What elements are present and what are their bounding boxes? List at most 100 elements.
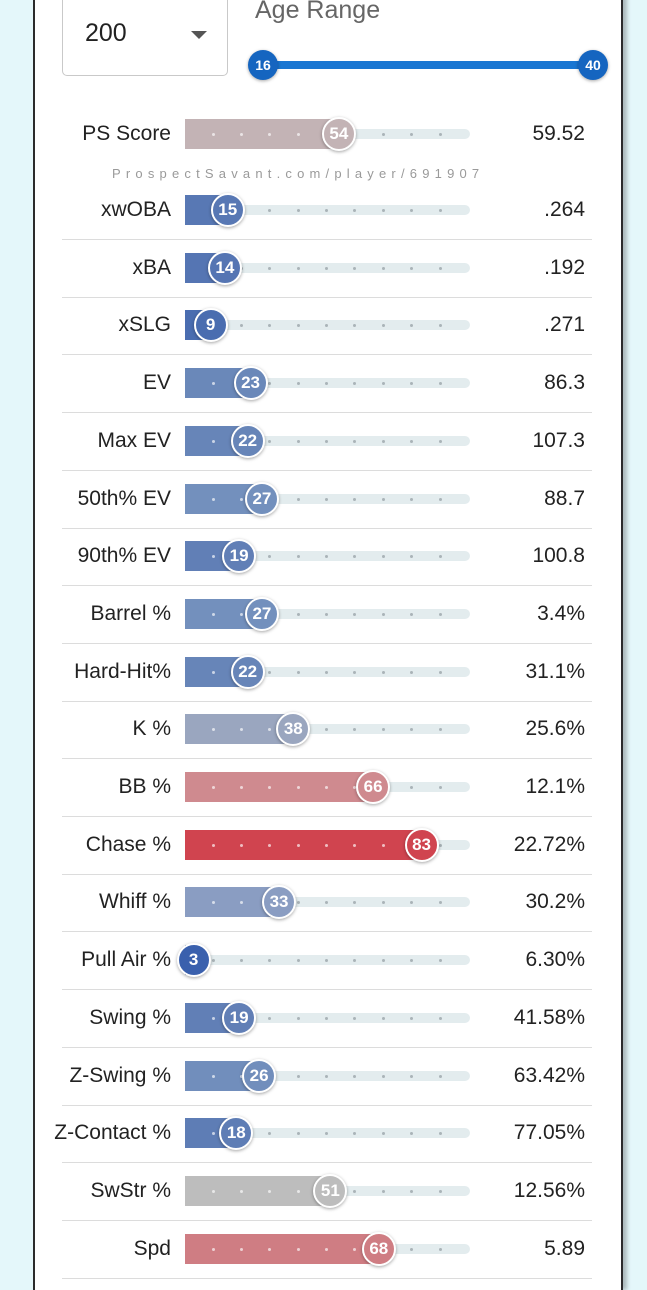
- percentile-circle[interactable]: 9: [193, 308, 228, 343]
- metric-value: 12.1%: [525, 775, 585, 798]
- metric-label: Z-Swing %: [69, 1063, 171, 1087]
- bar-tick-dot: [240, 901, 243, 905]
- row-divider: [62, 1277, 592, 1279]
- bar-tick-dot: [240, 1189, 243, 1193]
- bar-tick-dot: [268, 133, 271, 136]
- percentile-circle[interactable]: 33: [262, 885, 297, 920]
- percentile-circle[interactable]: 51: [313, 1173, 348, 1208]
- metric-label: Swing %: [89, 1005, 171, 1029]
- metric-value: 3.4%: [537, 601, 585, 625]
- percentile-circle[interactable]: 19: [222, 539, 257, 574]
- percentile-bar-fill: [185, 1175, 331, 1206]
- chevron-down-icon[interactable]: [191, 31, 207, 39]
- metric-label: xwOBA: [100, 198, 171, 221]
- player-card: [33, 0, 623, 1290]
- bar-tick-dot: [212, 1016, 215, 1020]
- percentile-circle[interactable]: 27: [244, 481, 279, 516]
- metric-label: BB %: [118, 775, 171, 798]
- row-divider: [62, 931, 592, 933]
- bar-tick-dot: [325, 209, 328, 212]
- bar-tick-dot: [325, 324, 328, 328]
- min-pa-select[interactable]: 200: [62, 0, 228, 76]
- percentile-circle[interactable]: 54: [321, 117, 356, 151]
- percentile-bar-fill: [185, 829, 422, 860]
- bar-tick-dot: [410, 1016, 413, 1020]
- row-divider: [62, 354, 592, 356]
- metric-value: 41.58%: [513, 1005, 585, 1029]
- metric-label: EV: [142, 371, 171, 395]
- bar-tick-dot: [325, 497, 328, 501]
- percentile-bar-fill: [185, 714, 294, 745]
- bar-tick-dot: [353, 382, 356, 386]
- percentile-circle[interactable]: 38: [276, 712, 311, 747]
- bar-tick-dot: [212, 133, 215, 136]
- row-divider: [62, 469, 592, 471]
- bar-tick-dot: [268, 959, 271, 963]
- percentile-circle[interactable]: 68: [361, 1231, 396, 1266]
- metric-label: Spd: [133, 1236, 171, 1260]
- percentile-circle[interactable]: 27: [244, 596, 279, 631]
- bar-tick-dot: [212, 1247, 215, 1251]
- metric-value: 88.7: [544, 486, 585, 510]
- metric-value: 107.3: [532, 428, 585, 452]
- percentile-circle[interactable]: 22: [230, 654, 265, 689]
- bar-tick-dot: [297, 612, 300, 616]
- bar-tick-dot: [297, 1247, 300, 1251]
- bar-tick-dot: [439, 324, 442, 328]
- bar-tick-dot: [268, 728, 271, 732]
- metric-label: xBA: [132, 255, 171, 279]
- percentile-circle[interactable]: 23: [233, 366, 268, 401]
- metric-value: 6.30%: [525, 948, 585, 972]
- bar-tick-dot: [325, 439, 328, 443]
- bar-tick-dot: [410, 497, 413, 501]
- bar-tick-dot: [353, 843, 356, 847]
- row-divider: [62, 527, 592, 529]
- bar-tick-dot: [297, 1132, 300, 1136]
- bar-tick-dot: [382, 959, 385, 963]
- metric-value: 22.72%: [513, 832, 585, 856]
- bar-tick-dot: [410, 1074, 413, 1078]
- bar-tick-dot: [240, 133, 243, 136]
- age-range-max-thumb[interactable]: 40: [578, 50, 608, 80]
- bar-tick-dot: [410, 266, 413, 270]
- row-divider: [62, 239, 592, 240]
- bar-tick-dot: [240, 786, 243, 789]
- row-divider: [62, 585, 592, 587]
- bar-tick-dot: [212, 670, 215, 674]
- age-range-min-thumb[interactable]: 16: [248, 50, 278, 80]
- bar-tick-dot: [410, 1132, 413, 1136]
- percentile-circle[interactable]: 66: [356, 770, 391, 804]
- row-divider: [62, 296, 592, 298]
- metric-value: 59.52: [532, 122, 585, 145]
- bar-tick-dot: [382, 612, 385, 616]
- metric-value: 12.56%: [513, 1178, 585, 1202]
- bar-tick-dot: [382, 728, 385, 732]
- bar-tick-dot: [297, 497, 300, 501]
- bar-tick-dot: [297, 843, 300, 847]
- percentile-circle[interactable]: 15: [210, 193, 245, 227]
- percentile-circle[interactable]: 3: [176, 943, 211, 978]
- metric-label: Max EV: [97, 428, 171, 452]
- metric-value: 100.8: [532, 544, 585, 568]
- bar-tick-dot: [353, 901, 356, 905]
- bar-tick-dot: [240, 843, 243, 847]
- percentile-circle[interactable]: 22: [230, 423, 265, 458]
- bar-tick-dot: [240, 612, 243, 616]
- bar-tick-dot: [410, 382, 413, 386]
- bar-tick-dot: [240, 324, 243, 328]
- bar-tick-dot: [325, 382, 328, 386]
- metric-value: 86.3: [544, 371, 585, 395]
- percentile-circle[interactable]: 83: [404, 827, 439, 862]
- bar-tick-dot: [439, 959, 442, 963]
- metric-value: 5.89: [544, 1236, 585, 1260]
- percentile-circle[interactable]: 14: [207, 250, 242, 285]
- age-range-slider-track[interactable]: [262, 61, 592, 69]
- bar-tick-dot: [353, 1247, 356, 1251]
- percentile-circle[interactable]: 18: [219, 1116, 254, 1151]
- bar-tick-dot: [353, 555, 356, 559]
- bar-tick-dot: [353, 612, 356, 616]
- bar-tick-dot: [382, 843, 385, 847]
- percentile-circle[interactable]: 26: [242, 1058, 277, 1093]
- bar-tick-dot: [325, 1074, 328, 1078]
- percentile-circle[interactable]: 19: [222, 1000, 257, 1035]
